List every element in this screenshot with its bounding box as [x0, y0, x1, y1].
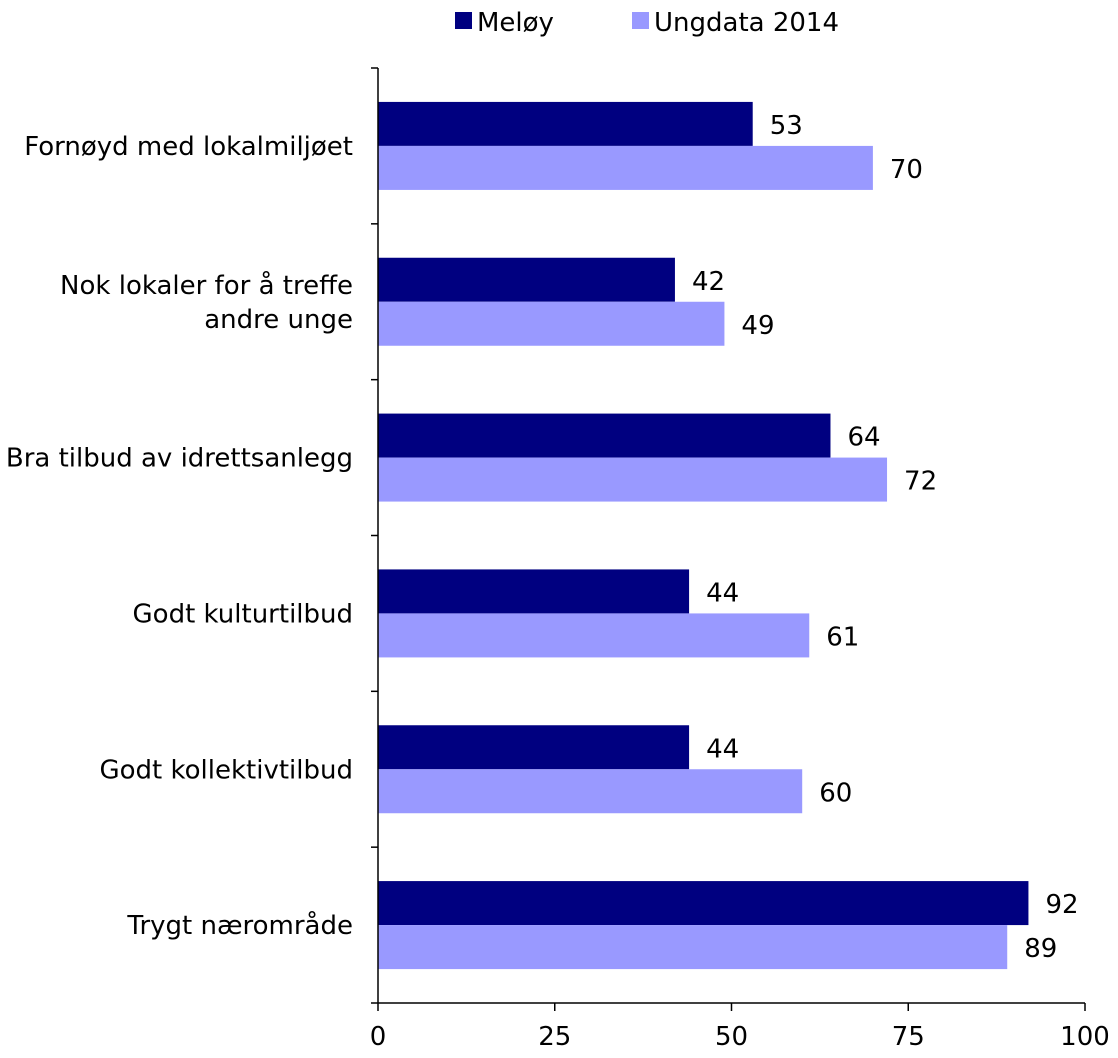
- x-tick-label: 75: [892, 1022, 925, 1052]
- category-label: Godt kulturtilbud: [133, 599, 353, 629]
- bar-ungdata-0: [378, 145, 873, 190]
- x-tick-label: 100: [1060, 1022, 1110, 1052]
- bar-ungdata-5: [378, 925, 1008, 970]
- category-label: Godt kollektivtilbud: [100, 755, 354, 785]
- x-tick-label: 25: [538, 1022, 571, 1052]
- category-label: Nok lokaler for å treffe andre unge: [60, 270, 353, 335]
- value-label: 42: [692, 267, 725, 297]
- bar-meloy-5: [378, 881, 1029, 926]
- bar-meloy-3: [378, 569, 690, 614]
- legend-swatch-meloy: [455, 12, 472, 29]
- axes-group: 0 25 50 75 100: [370, 67, 1110, 1052]
- value-label: 44: [706, 578, 739, 608]
- legend-label-meloy: Meløy: [477, 8, 554, 38]
- bar-meloy-1: [378, 257, 675, 302]
- legend-label-ungdata: Ungdata 2014: [654, 8, 839, 38]
- value-label: 64: [847, 423, 880, 453]
- value-label: 70: [890, 155, 923, 185]
- labels-group: 53 70 Fornøyd med lokalmiljøet 42 49 Nok loka…: [6, 111, 1079, 964]
- value-label: 44: [706, 734, 739, 764]
- bar-ungdata-2: [378, 457, 888, 502]
- category-label: Fornøyd med lokalmiljøet: [24, 132, 353, 162]
- value-label: 92: [1045, 890, 1078, 920]
- bar-ungdata-1: [378, 301, 725, 346]
- legend: Meløy Ungdata 2014: [455, 8, 839, 38]
- category-label: Bra tilbud av idrettsanlegg: [6, 444, 353, 474]
- value-label: 72: [904, 467, 937, 497]
- category-label-line: Godt kollektivtilbud: [100, 755, 354, 785]
- category-label-line: Godt kulturtilbud: [133, 599, 353, 629]
- x-tick-label: 0: [370, 1022, 387, 1052]
- legend-swatch-ungdata: [632, 12, 649, 29]
- value-label: 53: [770, 111, 803, 141]
- category-label-line: Trygt nærområde: [126, 910, 353, 941]
- bar-meloy-0: [378, 101, 753, 146]
- x-tick-label: 50: [715, 1022, 748, 1052]
- value-label: 60: [819, 778, 852, 808]
- value-label: 89: [1024, 934, 1057, 964]
- bar-meloy-2: [378, 413, 831, 458]
- bars-group: [378, 101, 1029, 970]
- value-label: 49: [741, 311, 774, 341]
- category-label-line: Fornøyd med lokalmiljøet: [24, 132, 353, 162]
- category-label-line: Nok lokaler for å treffe: [60, 270, 353, 301]
- category-label: Trygt nærområde: [126, 910, 353, 941]
- value-label: 61: [826, 622, 859, 652]
- category-label-line: Bra tilbud av idrettsanlegg: [6, 444, 353, 474]
- bar-ungdata-4: [378, 769, 803, 814]
- category-label-line: andre unge: [204, 305, 353, 335]
- bar-ungdata-3: [378, 613, 810, 658]
- bar-meloy-4: [378, 725, 690, 770]
